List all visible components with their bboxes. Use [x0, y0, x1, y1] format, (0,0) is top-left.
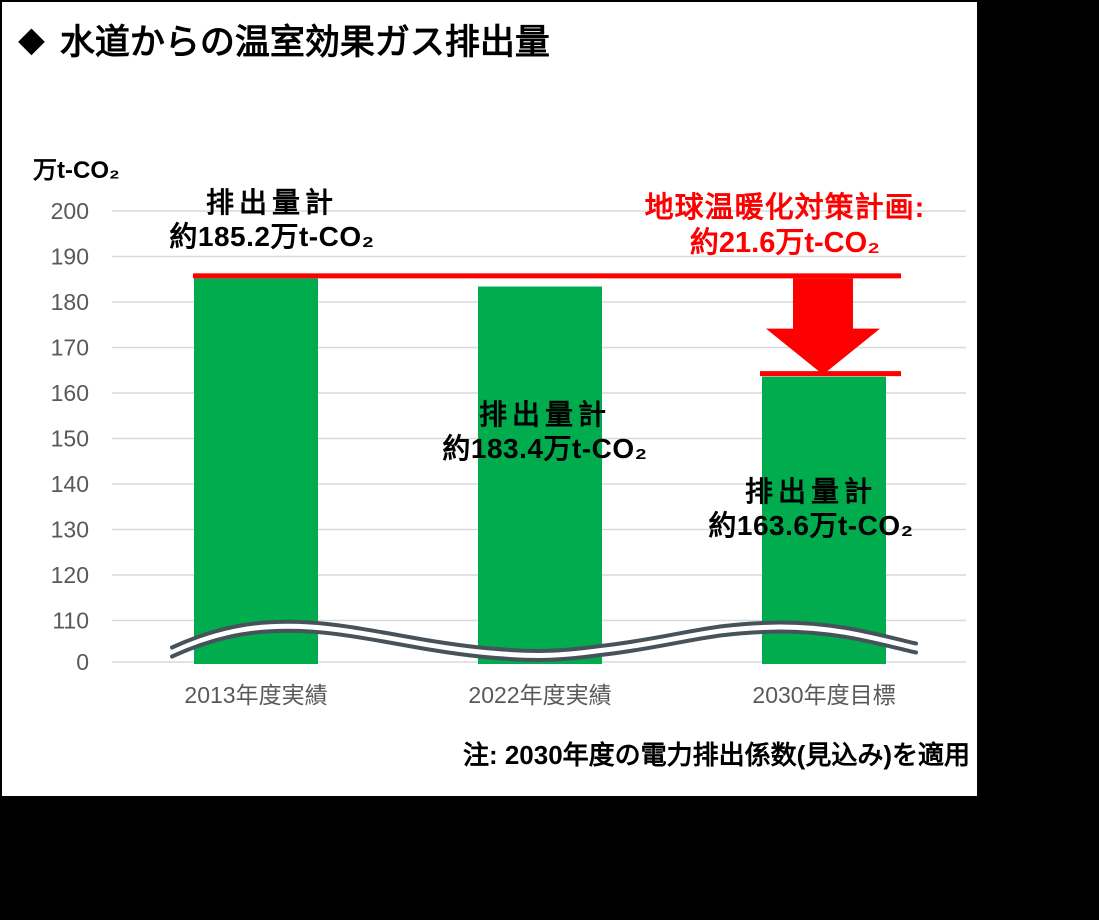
bar2-callout-title: 排出量計 [478, 399, 612, 430]
ytick-130: 130 [51, 517, 89, 543]
bar1-callout-value: 約185.2万t-CO₂ [169, 221, 375, 252]
baseline-level-line [193, 273, 901, 279]
ytick-200: 200 [51, 198, 89, 224]
page-title: ◆ 水道からの温室効果ガス排出量 [18, 14, 550, 65]
xtick-2013: 2013年度実績 [184, 682, 328, 708]
axis-break-line-top [170, 619, 918, 653]
ytick-150: 150 [51, 426, 89, 452]
reduction-annotation-line2: 約21.6万t-CO₂ [689, 227, 881, 259]
y-axis-unit-label: 万t-CO₂ [33, 157, 120, 184]
xtick-2022: 2022年度実績 [468, 682, 612, 708]
axis-break-gap [170, 621, 917, 660]
ytick-170: 170 [51, 335, 89, 361]
reduction-arrow-icon [766, 278, 880, 375]
reduction-annotation: 地球温暖化対策計画: 約21.6万t-CO₂ [645, 192, 926, 261]
bar3-callout-title: 排出量計 [744, 476, 878, 507]
ytick-120: 120 [51, 562, 89, 588]
ytick-140: 140 [51, 471, 89, 497]
target-level-line [760, 371, 901, 377]
ytick-180: 180 [51, 289, 89, 315]
ytick-110: 110 [52, 608, 89, 634]
bar-2013年度実績 [194, 278, 318, 664]
bar3-callout-value: 約163.6万t-CO₂ [708, 510, 914, 541]
page-title-text: 水道からの温室効果ガス排出量 [59, 23, 550, 62]
reduction-annotation-line1: 地球温暖化対策計画: [644, 192, 926, 224]
axis-break-line-bottom [170, 628, 918, 662]
xtick-2030: 2030年度目標 [752, 682, 896, 708]
diamond-bullet-icon: ◆ [18, 19, 45, 59]
ytick-0: 0 [76, 649, 89, 675]
footnote: 注: 2030年度の電力排出係数(見込み)を適用 [462, 740, 970, 770]
bar1-callout: 排出量計 約185.2万t-CO₂ [169, 187, 374, 254]
bar1-callout-title: 排出量計 [205, 187, 339, 218]
bar-2022年度実績 [478, 286, 602, 664]
bar2-callout: 排出量計 約183.4万t-CO₂ [442, 399, 647, 466]
bar2-callout-value: 約183.4万t-CO₂ [442, 433, 648, 464]
slide-panel: ◆ 水道からの温室効果ガス排出量 万t-CO₂ 200 190 180 170 160 1… [2, 2, 977, 796]
chart-svg: 200 190 180 170 160 150 140 130 120 110 0 [51, 198, 966, 675]
ytick-190: 190 [51, 244, 89, 270]
bar3-callout: 排出量計 約163.6万t-CO₂ [708, 476, 913, 543]
bar-2030年度目標 [762, 376, 886, 664]
ytick-160: 160 [51, 380, 89, 406]
